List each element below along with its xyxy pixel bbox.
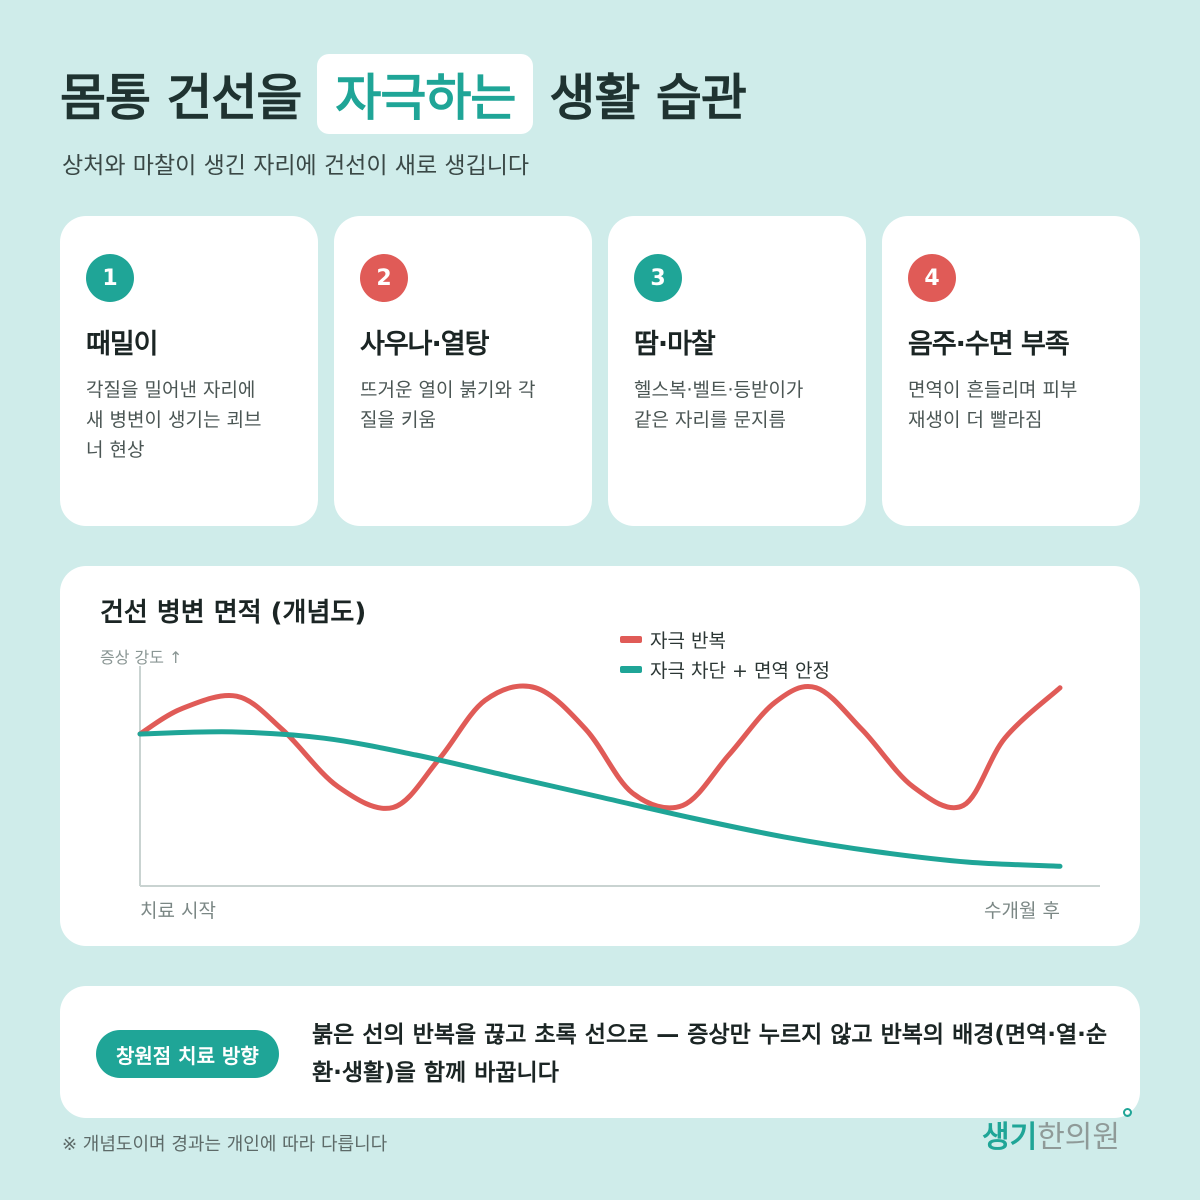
logo-part2: 한의원 xyxy=(1037,1120,1120,1155)
logo-part1: 생기 xyxy=(981,1120,1038,1155)
title-after: 생활 습관 xyxy=(549,69,746,127)
title-before: 몸통 건선을 xyxy=(60,69,302,127)
legend-swatch-teal xyxy=(620,665,642,673)
number-badge: 3 xyxy=(634,254,682,302)
card-desc: 뜨거운 열이 붉기와 각 질을 키움 xyxy=(360,379,536,431)
page-subtitle: 상처와 마찰이 생긴 자리에 건선이 새로 생깁니다 xyxy=(62,153,530,179)
logo-dot-icon xyxy=(1123,1108,1132,1117)
number-badge: 4 xyxy=(908,254,956,302)
chart-legend: 자극 반복 자극 차단 + 면역 안정 xyxy=(620,624,830,684)
habit-card-4: 4 음주·수면 부족 면역이 흔들리며 피부 재생이 더 빨라짐 xyxy=(882,216,1140,526)
number-badge: 2 xyxy=(360,254,408,302)
x-axis-end-label: 수개월 후 xyxy=(984,900,1060,922)
legend-item-red: 자극 반복 xyxy=(620,624,830,654)
series-line-0 xyxy=(137,683,1063,811)
card-desc: 면역이 흔들리며 피부 재생이 더 빨라짐 xyxy=(908,379,1078,431)
legend-label-teal: 자극 차단 + 면역 안정 xyxy=(650,659,830,682)
y-axis-label: 증상 강도 ↑ xyxy=(100,648,183,667)
footnote: ※ 개념도이며 경과는 개인에 따라 다릅니다 xyxy=(62,1134,388,1155)
card-title: 음주·수면 부족 xyxy=(908,329,1070,360)
legend-label-red: 자극 반복 xyxy=(650,629,726,652)
habit-card-3: 3 땀·마찰 헬스복·벨트·등받이가 같은 자리를 문지름 xyxy=(608,216,866,526)
legend-item-teal: 자극 차단 + 면역 안정 xyxy=(620,654,830,684)
treatment-pill: 창원점 치료 방향 xyxy=(96,1030,279,1078)
treatment-note-text: 붉은 선의 반복을 끊고 초록 선으로 — 증상만 누르지 않고 반복의 배경(… xyxy=(312,1022,1108,1086)
clinic-logo: 생기한의원 xyxy=(981,1108,1132,1156)
card-title: 때밀이 xyxy=(86,329,159,360)
chart-card: 건선 병변 면적 (개념도) 증상 강도 ↑ 자극 반복 자극 차단 + 면역 … xyxy=(60,566,1140,946)
habit-card-1: 1 때밀이 각질을 밀어낸 자리에 새 병변이 생기는 쾨브 너 현상 xyxy=(60,216,318,526)
card-desc: 헬스복·벨트·등받이가 같은 자리를 문지름 xyxy=(634,379,804,431)
card-desc: 각질을 밀어낸 자리에 새 병변이 생기는 쾨브 너 현상 xyxy=(86,379,262,461)
chart-title: 건선 병변 면적 (개념도) xyxy=(100,598,367,628)
page-title: 몸통 건선을 자극하는 생활 습관 xyxy=(60,52,747,136)
title-highlight: 자극하는 xyxy=(317,54,534,134)
number-badge: 1 xyxy=(86,254,134,302)
legend-swatch-red xyxy=(620,635,642,643)
chart-svg xyxy=(137,666,1100,887)
card-title: 땀·마찰 xyxy=(634,329,716,360)
series-line-1 xyxy=(137,729,1063,869)
habit-card-2: 2 사우나·열탕 뜨거운 열이 붉기와 각 질을 키움 xyxy=(334,216,592,526)
card-title: 사우나·열탕 xyxy=(360,329,489,360)
x-axis-start-label: 치료 시작 xyxy=(140,900,216,922)
treatment-note-card: 창원점 치료 방향 붉은 선의 반복을 끊고 초록 선으로 — 증상만 누르지 … xyxy=(60,986,1140,1118)
